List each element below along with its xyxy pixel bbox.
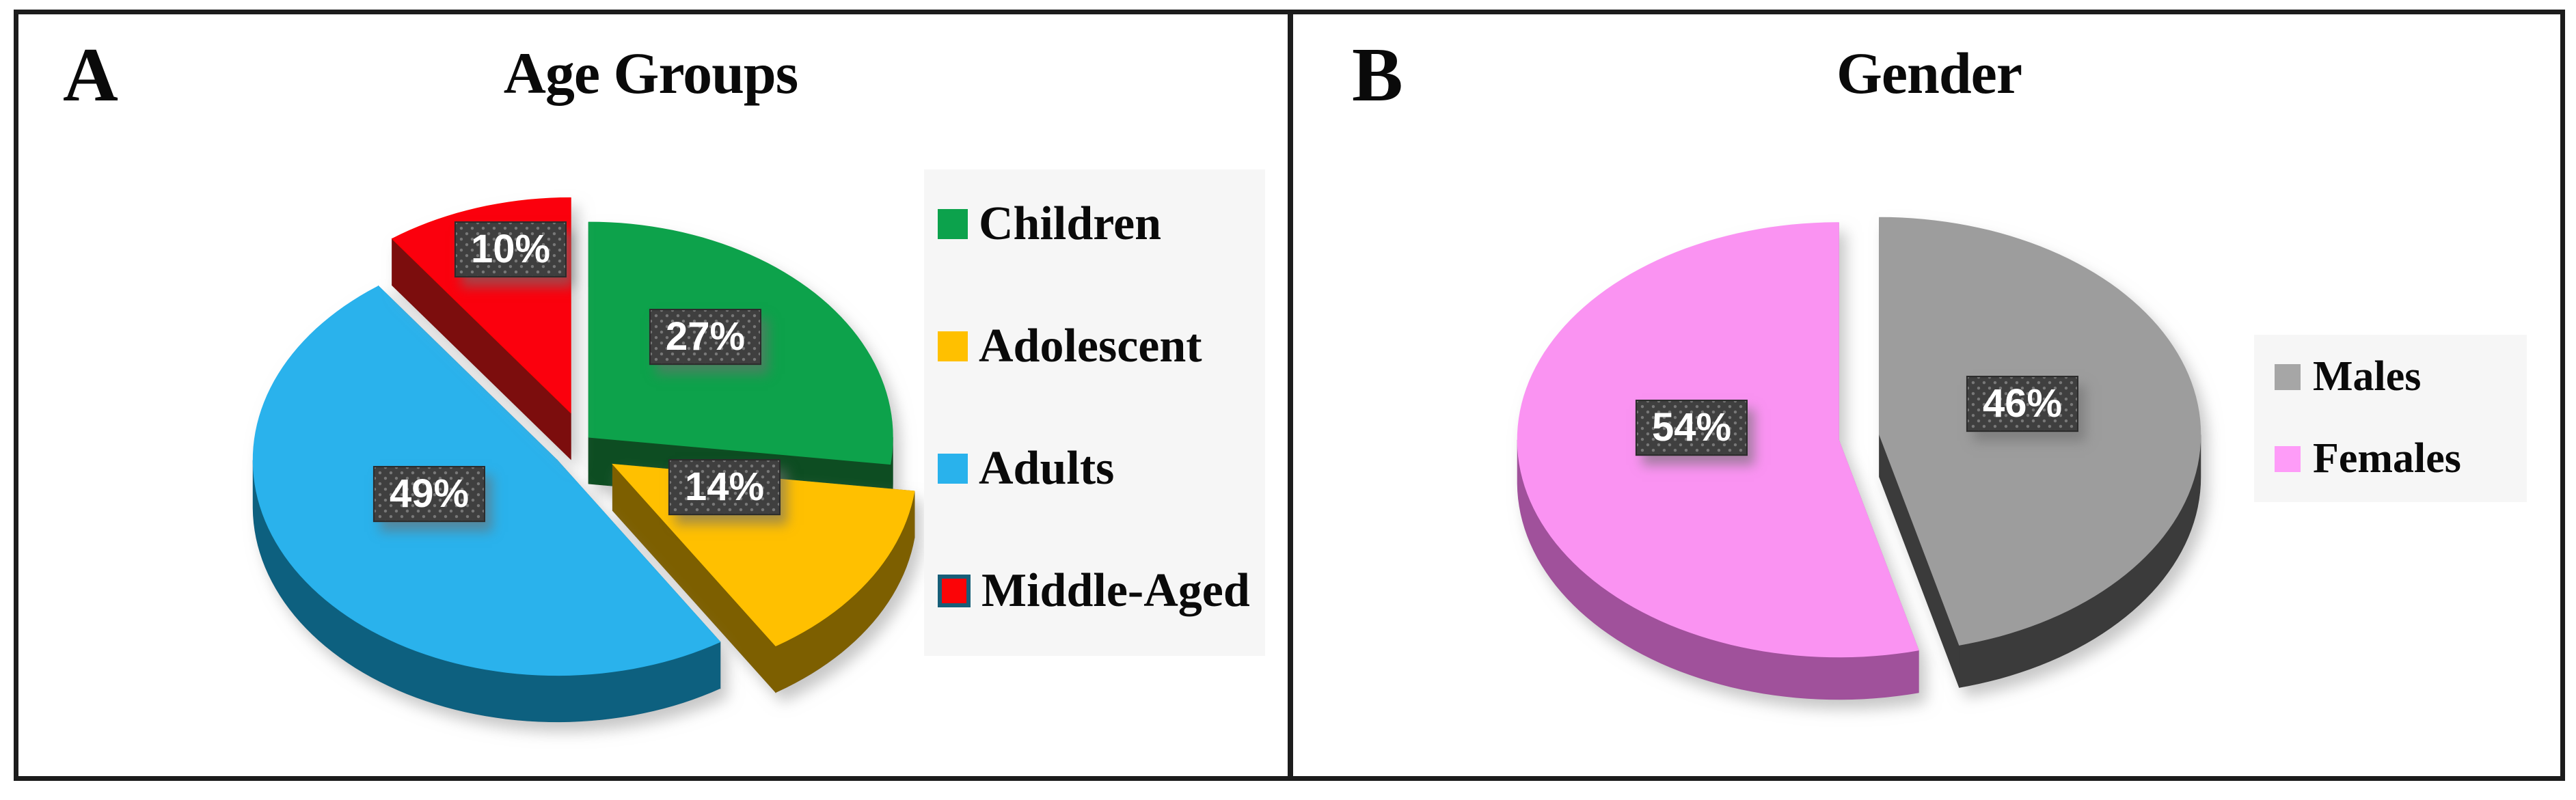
panel-a-title: Age Groups — [503, 40, 798, 106]
data-label-adults: 49% — [372, 466, 486, 522]
adults-swatch — [938, 454, 968, 484]
legend-label-males: Males — [2313, 353, 2422, 400]
legend-label-middle-aged: Middle-Aged — [981, 564, 1250, 617]
age-groups-legend: Children Adolescent Adults Middle-Aged — [924, 169, 1265, 656]
pie-slice-adults — [252, 285, 721, 723]
data-label-females: 54% — [1635, 400, 1748, 456]
data-label-middle-aged: 10% — [454, 221, 567, 277]
legend-label-females: Females — [2313, 435, 2461, 482]
adolescent-swatch — [938, 331, 968, 361]
panel-a-letter: A — [63, 33, 118, 118]
legend-label-adults: Adults — [979, 442, 1115, 495]
middle-aged-swatch — [938, 575, 971, 607]
females-swatch — [2275, 445, 2301, 472]
pie-slice-males — [1879, 217, 2201, 688]
panel-b-letter: B — [1352, 33, 1403, 118]
legend-label-adolescent: Adolescent — [979, 320, 1202, 372]
data-label-males: 46% — [1966, 376, 2079, 432]
gender-pie — [1517, 217, 2201, 700]
data-label-children: 27% — [649, 309, 762, 365]
gender-legend: Males Females — [2254, 335, 2527, 502]
legend-item-adults: Adults — [938, 441, 1258, 496]
panel-b-title: Gender — [1836, 40, 2022, 106]
legend-label-children: Children — [979, 197, 1162, 250]
legend-item-adolescent: Adolescent — [938, 319, 1258, 374]
legend-item-males: Males — [2275, 353, 2521, 401]
children-swatch — [938, 209, 968, 239]
data-label-adolescent: 14% — [668, 459, 781, 515]
legend-item-middle-aged: Middle-Aged — [938, 564, 1258, 618]
legend-item-children: Children — [938, 197, 1258, 251]
legend-item-females: Females — [2275, 435, 2521, 483]
panel-divider — [1288, 10, 1293, 781]
males-swatch — [2275, 363, 2301, 390]
age-groups-pie — [252, 197, 915, 723]
pie-slice-females — [1517, 222, 1919, 700]
